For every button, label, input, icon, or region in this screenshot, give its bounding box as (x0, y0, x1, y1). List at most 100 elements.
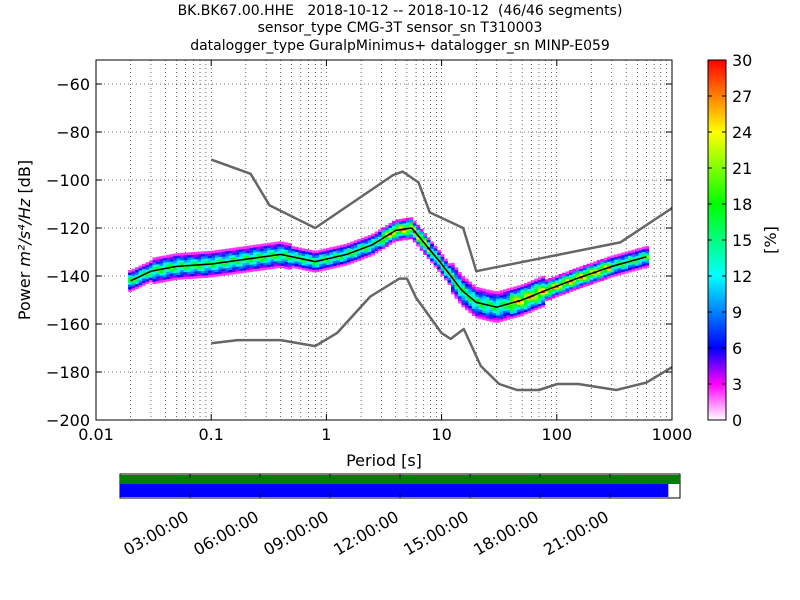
psd-cell (558, 281, 563, 284)
psd-cell (631, 254, 636, 258)
psd-cell (294, 249, 299, 253)
psd-cell (454, 274, 459, 278)
psd-cell (166, 259, 171, 263)
psd-cell (395, 219, 400, 223)
psd-cell (263, 267, 268, 271)
psd-cell (437, 249, 441, 253)
psd-cell (555, 287, 559, 291)
psd-cell (499, 316, 504, 320)
psd-cell (353, 245, 358, 248)
psd-cell (569, 284, 573, 288)
psd-cell (298, 266, 303, 270)
psd-cell (430, 246, 434, 249)
psd-cell (280, 265, 285, 269)
psd-cell (430, 260, 434, 264)
psd-cell (260, 246, 264, 249)
psd-cell (385, 241, 389, 245)
y-tick-label: −160 (46, 315, 90, 334)
psd-cell (520, 308, 525, 312)
psd-cell (548, 277, 552, 281)
psd-cell (558, 273, 563, 277)
psd-cell (239, 249, 243, 252)
psd-cell (159, 272, 164, 276)
psd-cell (631, 252, 636, 255)
psd-cell (246, 255, 250, 259)
colorbar-tick-label: 6 (732, 339, 742, 358)
psd-cell (569, 286, 573, 290)
psd-cell (593, 275, 598, 279)
psd-cell (454, 279, 459, 283)
psd-cell (201, 268, 205, 271)
psd-cell (180, 262, 184, 266)
psd-cell (367, 242, 372, 245)
psd-cell (437, 254, 441, 258)
psd-cell (197, 261, 202, 264)
psd-cell (551, 276, 556, 280)
psd-cell (263, 245, 268, 249)
psd-cell (416, 229, 421, 233)
psd-cell (478, 292, 483, 296)
psd-cell (294, 246, 299, 250)
y-axis-label: Power m²/s⁴/Hz [dB] (15, 160, 34, 320)
psd-cell (582, 279, 587, 283)
psd-cell (492, 317, 497, 321)
psd-cell (537, 289, 542, 292)
psd-cell (523, 302, 528, 305)
psd-cell (593, 280, 598, 284)
psd-cell (419, 248, 424, 251)
psd-cell (603, 272, 608, 275)
psd-cell (551, 283, 556, 287)
psd-cell (364, 243, 368, 247)
psd-cell (444, 261, 448, 264)
psd-cell (305, 256, 309, 259)
psd-cell (628, 269, 632, 273)
psd-cell (457, 279, 462, 282)
psd-cell (312, 255, 316, 259)
psd-cell (128, 279, 132, 283)
psd-cell (492, 291, 497, 294)
psd-cell (381, 229, 386, 233)
psd-cell (291, 265, 296, 269)
psd-cell (371, 250, 375, 254)
psd-cell (461, 297, 466, 301)
psd-cell (260, 258, 264, 261)
psd-cell (141, 280, 146, 284)
psd-cell (645, 253, 650, 256)
psd-cell (152, 267, 157, 270)
psd-cell (548, 289, 552, 293)
psd-cell (253, 244, 257, 248)
psd-cell (405, 234, 410, 238)
timeline-tick-label: 18:00:00 (470, 507, 542, 559)
psd-cell (475, 313, 480, 317)
psd-cell (492, 307, 497, 311)
colorbar-tick-label: 12 (732, 267, 752, 286)
psd-cell (364, 250, 368, 254)
psd-cell (176, 277, 181, 280)
psd-cell (586, 278, 591, 281)
psd-cell (336, 252, 341, 256)
psd-cell (641, 263, 646, 267)
psd-cell (478, 306, 483, 310)
psd-cell (201, 265, 205, 269)
psd-cell (506, 312, 511, 316)
psd-cell (308, 261, 313, 265)
psd-cell (593, 273, 598, 277)
psd-cell (523, 299, 528, 303)
psd-cell (249, 250, 254, 253)
psd-cell (645, 258, 650, 261)
psd-cell (492, 319, 497, 323)
psd-cell (638, 252, 643, 256)
psd-cell (607, 263, 611, 267)
psd-cell (301, 248, 306, 252)
psd-cell (641, 261, 646, 264)
psd-cell (221, 253, 226, 257)
psd-cell (454, 288, 459, 292)
psd-cell (343, 248, 348, 252)
psd-cell (572, 280, 577, 284)
psd-cell (159, 265, 164, 269)
psd-cell (520, 286, 525, 290)
psd-cell (235, 261, 240, 265)
psd-cell (148, 279, 153, 283)
psd-cell (607, 270, 611, 274)
psd-cell (510, 316, 514, 319)
